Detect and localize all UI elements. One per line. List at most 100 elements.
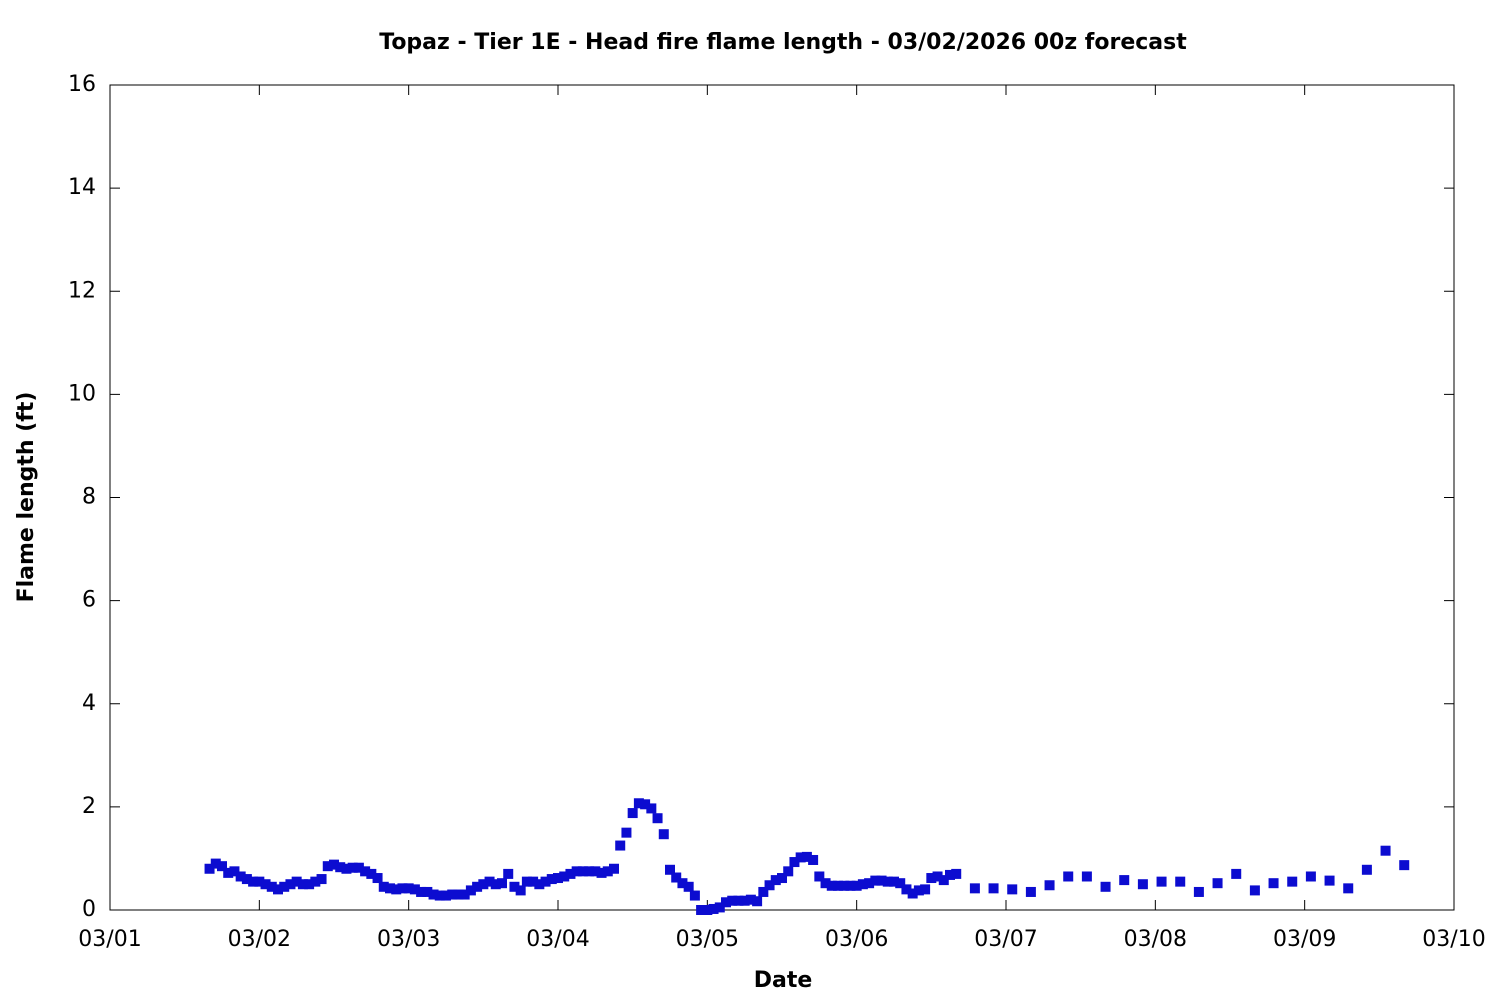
data-point [584, 866, 595, 877]
data-point [764, 880, 775, 891]
data-point [235, 871, 246, 882]
data-point [341, 863, 352, 874]
data-point [472, 881, 483, 892]
data-point [1063, 871, 1074, 882]
y-axis-title: Flame length (ft) [14, 392, 39, 603]
data-point [1343, 883, 1354, 894]
data-point [1081, 871, 1092, 882]
data-point [515, 885, 526, 896]
data-point [665, 864, 675, 875]
data-point [204, 863, 215, 874]
data-point [876, 875, 887, 886]
data-point [907, 888, 918, 899]
data-point [403, 883, 414, 894]
data-point [397, 883, 408, 894]
data-point [465, 885, 476, 896]
data-point [1007, 884, 1018, 895]
data-point [913, 885, 924, 896]
data-point [497, 878, 507, 889]
x-tick-label: 03/08 [1124, 927, 1187, 952]
data-point [857, 879, 868, 890]
data-point [671, 872, 682, 883]
data-point [851, 880, 862, 891]
data-point [602, 866, 613, 877]
data-point [391, 884, 402, 895]
data-point [1100, 881, 1111, 892]
data-point [951, 868, 962, 879]
data-point [845, 880, 856, 891]
data-point [777, 873, 787, 884]
y-tick-label: 12 [68, 278, 96, 303]
data-point [596, 867, 607, 878]
data-point [422, 886, 433, 897]
y-tick-label: 0 [82, 897, 96, 922]
data-point [1212, 878, 1223, 889]
data-point [428, 889, 439, 900]
data-point [640, 799, 651, 810]
data-point [901, 884, 912, 895]
x-tick-label: 03/03 [377, 927, 440, 952]
data-point [988, 883, 999, 894]
data-point [478, 879, 489, 890]
data-point [745, 894, 756, 905]
data-point [273, 884, 283, 895]
data-point [1025, 886, 1036, 897]
y-tick-label: 10 [68, 381, 96, 406]
data-point [1249, 885, 1260, 896]
data-point [316, 874, 327, 885]
data-point [490, 879, 501, 890]
data-point [521, 876, 532, 887]
data-point [889, 876, 899, 887]
data-point [248, 876, 259, 887]
data-point [528, 876, 539, 887]
data-point [658, 829, 669, 840]
data-point [1287, 876, 1298, 887]
data-point [459, 889, 470, 900]
x-tick-label: 03/07 [974, 927, 1037, 952]
data-point [938, 875, 949, 886]
y-tick-label: 14 [68, 175, 96, 200]
data-point [347, 862, 358, 873]
data-point [210, 858, 221, 869]
data-point [814, 871, 825, 882]
data-point [335, 862, 346, 873]
data-point [621, 827, 632, 838]
data-point [1119, 875, 1130, 886]
data-point [801, 851, 812, 862]
data-point [279, 881, 290, 892]
data-point [895, 878, 906, 889]
data-point [378, 881, 389, 892]
data-point [553, 873, 563, 884]
y-tick-label: 16 [68, 72, 96, 97]
data-point [870, 875, 881, 886]
chart-title: Topaz - Tier 1E - Head fire flame length… [379, 30, 1187, 55]
data-point [565, 868, 576, 879]
data-point [615, 840, 626, 851]
x-tick-label: 03/05 [676, 927, 739, 952]
data-point [945, 869, 955, 880]
data-point [839, 880, 850, 891]
x-tick-label: 03/04 [526, 927, 589, 952]
data-point [833, 880, 843, 891]
data-point [509, 881, 520, 892]
data-point [1324, 875, 1335, 886]
data-point [310, 876, 321, 887]
x-axis-title: Date [754, 968, 813, 993]
data-point [353, 862, 364, 873]
data-point [1175, 876, 1186, 887]
data-point [266, 881, 277, 892]
data-point [1268, 878, 1279, 889]
x-tick-label: 03/02 [228, 927, 291, 952]
data-point [864, 878, 875, 889]
data-point [969, 883, 980, 894]
y-tick-label: 4 [82, 691, 96, 716]
y-tick-label: 2 [82, 794, 96, 819]
data-point [441, 890, 451, 901]
data-point [795, 852, 806, 863]
data-point [577, 866, 588, 877]
data-point [882, 876, 893, 887]
data-point [727, 895, 738, 906]
data-point [453, 889, 464, 900]
